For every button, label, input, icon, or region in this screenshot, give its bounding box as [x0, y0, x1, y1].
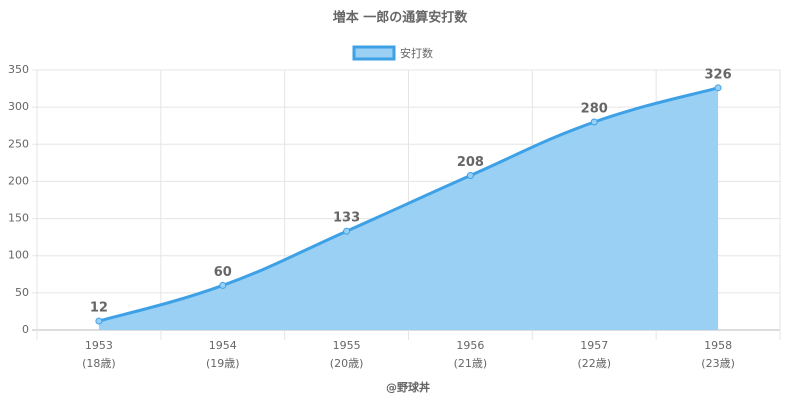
- data-label: 12: [90, 301, 108, 316]
- x-tick-label: 1956: [456, 339, 484, 352]
- y-tick-label: 200: [8, 174, 29, 187]
- x-tick-label: (23歳): [701, 357, 735, 370]
- point: [219, 281, 227, 289]
- x-tick-label: 1957: [580, 339, 608, 352]
- y-tick-label: 250: [8, 137, 29, 150]
- chart-title: 増本 一郎の通算安打数: [333, 10, 469, 26]
- y-tick-label: 150: [8, 212, 29, 225]
- y-tick-label: 350: [8, 63, 29, 76]
- y-tick-label: 0: [22, 323, 29, 336]
- x-tick-label: 1958: [704, 339, 732, 352]
- line: [98, 86, 719, 323]
- point: [714, 84, 722, 92]
- x-tick-label: 1954: [209, 339, 237, 352]
- area: [98, 87, 719, 330]
- y-tick-label: 100: [8, 249, 29, 262]
- x-tick-label: 1953: [85, 339, 113, 352]
- point: [590, 118, 598, 126]
- x-axis-title: @野球丼: [386, 380, 430, 394]
- x-tick-label: (22歳): [577, 357, 611, 370]
- data-label: 280: [581, 102, 608, 117]
- x-tick-label: (18歳): [82, 357, 116, 370]
- point: [343, 227, 351, 235]
- y-tick-label: 300: [8, 100, 29, 113]
- data-label: 208: [457, 155, 484, 170]
- x-tick-label: 1955: [333, 339, 361, 352]
- legend-swatch: [352, 45, 396, 61]
- legend-label: 安打数: [400, 46, 433, 60]
- x-tick-label: (20歳): [330, 357, 364, 370]
- data-label: 133: [333, 211, 360, 226]
- x-tick-label: (21歳): [454, 357, 488, 370]
- y-tick-label: 50: [15, 286, 29, 299]
- data-label: 326: [705, 67, 732, 82]
- x-tick-label: (19歳): [206, 357, 240, 370]
- data-label: 60: [214, 265, 232, 280]
- point: [95, 317, 103, 325]
- point: [466, 171, 474, 179]
